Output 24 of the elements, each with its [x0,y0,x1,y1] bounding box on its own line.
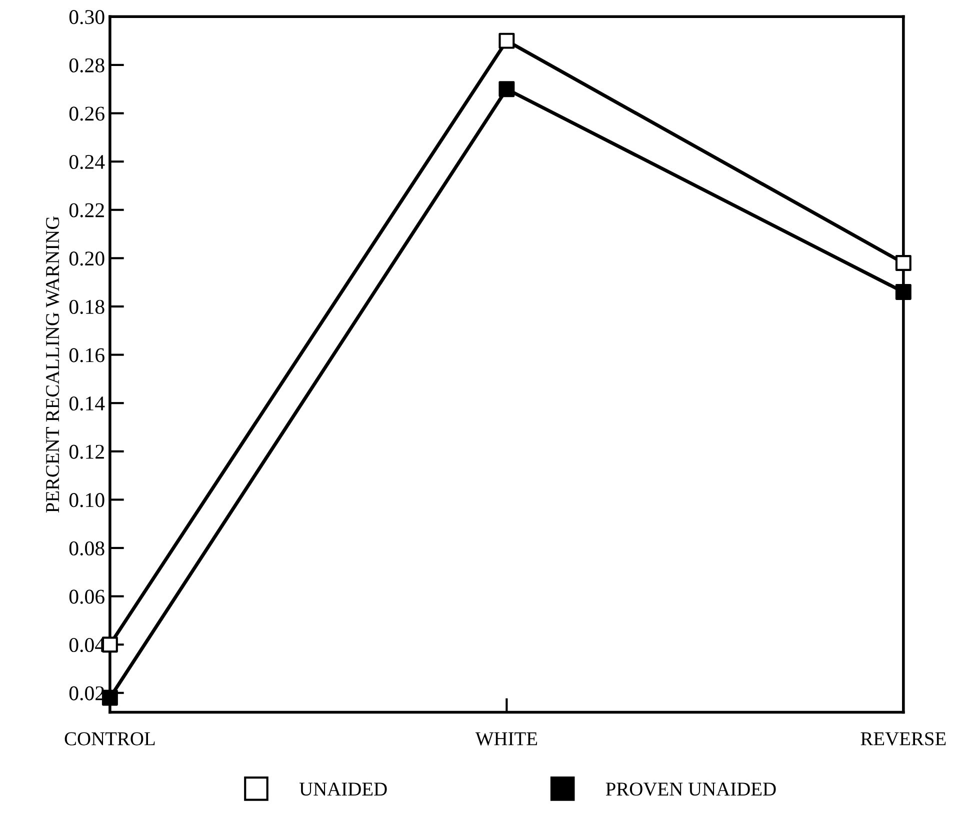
x-tick-label: WHITE [475,732,538,746]
y-tick-label: 0.22 [69,203,104,218]
y-tick-label: 0.14 [69,396,105,411]
y-axis-title: PERCENT RECALLING WARNING [46,216,60,513]
point [895,255,912,271]
y-tick-label: 0.26 [69,106,104,121]
y-tick-label: 0.12 [69,444,104,459]
y-tick-label: 0.10 [69,493,104,508]
y-tick-label: 0.08 [69,541,104,556]
y-tick-label: 0.24 [69,154,105,170]
x-tick-label: CONTROL [64,732,155,746]
point [498,32,515,49]
point [895,284,912,300]
y-tick-label: 0.20 [69,252,104,266]
y-tick-label: 0.18 [69,300,104,314]
x-tick-label: REVERSE [860,732,946,746]
y-tick-label: 0.30 [69,10,104,24]
legend-label: UNAIDED [299,782,387,796]
y-tick-label: 0.16 [69,348,104,362]
y-tick-label: 0.28 [69,58,104,72]
point [102,636,118,653]
point [498,81,515,98]
y-tick-label: 0.06 [69,590,104,604]
legend-label: PROVEN UNAIDED [606,782,776,796]
